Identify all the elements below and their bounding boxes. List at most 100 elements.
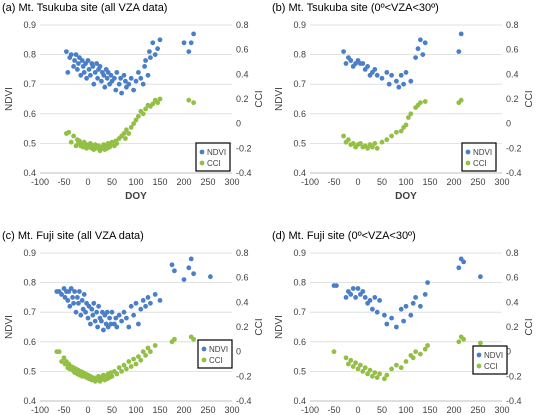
cci-point — [350, 141, 356, 146]
ndvi-point — [116, 81, 122, 87]
legend-ndvi-marker — [201, 346, 207, 352]
cci-point — [478, 340, 483, 346]
cci-point — [124, 366, 129, 372]
ndvi-point — [398, 306, 404, 312]
y2-tick-label: -0.4 — [506, 396, 522, 406]
ndvi-point — [191, 31, 197, 37]
ndvi-point — [155, 46, 161, 52]
ndvi-point — [372, 295, 378, 300]
ndvi-point — [374, 309, 380, 315]
ndvi-point — [126, 81, 132, 87]
y2-tick-label: 0 — [506, 119, 511, 129]
ndvi-point — [65, 70, 71, 75]
ndvi-point — [343, 295, 349, 300]
legend: NDVI CCI — [195, 142, 231, 172]
ndvi-point — [413, 295, 418, 300]
ndvi-point — [95, 75, 100, 81]
cci-point — [148, 349, 153, 355]
ndvi-point — [186, 265, 192, 271]
ndvi-point — [360, 289, 366, 294]
cci-point — [456, 339, 462, 345]
cci-point — [191, 336, 197, 342]
cci-point — [461, 336, 466, 342]
cci-point — [121, 362, 127, 368]
y2-tick-label: 0.8 — [236, 20, 249, 30]
cci-point — [136, 354, 141, 359]
x-tick-label: 250 — [470, 405, 485, 415]
ndvi-point — [116, 312, 122, 318]
ndvi-point — [131, 312, 137, 318]
cci-point — [341, 133, 346, 139]
ndvi-point — [121, 309, 127, 315]
y-tick-label: 0.8 — [23, 50, 36, 60]
y-tick-label: 0.5 — [23, 138, 36, 148]
y2-tick-label: 0.6 — [236, 45, 249, 55]
legend-ndvi-label: NDVI — [207, 148, 226, 157]
legend-cci-label: CCI — [207, 159, 221, 168]
ndvi-point — [128, 303, 134, 309]
chart-title: (a) Mt. Tsukuba site (all VZA data) — [2, 2, 167, 14]
y2-tick-label: 0.4 — [236, 69, 249, 79]
x-tick-label: 150 — [422, 177, 437, 187]
ndvi-point — [105, 324, 111, 330]
cci-point — [394, 129, 399, 135]
ndvi-point — [124, 315, 129, 321]
ndvi-point — [70, 295, 75, 300]
ndvi-point — [108, 72, 114, 78]
ndvi-point — [401, 81, 406, 87]
ndvi-point — [143, 58, 149, 63]
y-tick-label: 0.5 — [293, 138, 306, 148]
ndvi-point — [140, 81, 146, 87]
legend-box — [195, 142, 231, 172]
ndvi-point — [112, 75, 117, 81]
x-tick-label: -50 — [57, 405, 70, 415]
ndvi-point — [97, 64, 103, 69]
cci-point — [379, 139, 385, 145]
ndvi-point — [379, 75, 385, 81]
cci-point — [172, 336, 177, 342]
ndvi-point — [126, 324, 132, 330]
ndvi-point — [150, 40, 156, 46]
cci-point — [343, 355, 349, 361]
ndvi-point — [95, 324, 100, 330]
x-tick-label: 250 — [200, 405, 215, 415]
cci-point — [384, 372, 390, 378]
cci-point — [114, 141, 120, 146]
ndvi-point — [91, 300, 97, 306]
ndvi-point — [384, 321, 390, 327]
legend-ndvi-label: NDVI — [484, 351, 503, 360]
ndvi-point — [90, 64, 96, 69]
ndvi-point — [188, 40, 194, 46]
x-tick-label: 100 — [128, 405, 143, 415]
cci-point — [365, 145, 370, 151]
ndvi-point — [386, 81, 392, 87]
cci-point — [138, 357, 144, 363]
cci-point — [143, 353, 149, 358]
ndvi-point — [101, 327, 106, 333]
ndvi-point — [138, 75, 144, 81]
ndvi-point — [92, 318, 98, 324]
x-tick-label: 200 — [176, 405, 191, 415]
cci-point — [126, 359, 132, 364]
cci-point — [131, 356, 137, 362]
cci-point — [418, 100, 423, 106]
x-tick-label: -50 — [327, 177, 340, 187]
ndvi-point — [133, 300, 139, 306]
legend-box — [197, 339, 233, 369]
cci-point — [66, 129, 72, 135]
ndvi-point — [85, 315, 91, 321]
ndvi-point — [208, 274, 213, 280]
cci-point — [150, 101, 156, 107]
y-tick-label: 0.9 — [293, 20, 306, 30]
cci-point — [68, 139, 74, 145]
ndvi-point — [133, 78, 139, 84]
ndvi-point — [88, 72, 93, 78]
y-tick-label: 0.6 — [23, 337, 36, 347]
cci-point — [362, 365, 368, 371]
ndvi-point — [89, 306, 95, 312]
y-tick-label: 0.8 — [293, 278, 306, 288]
cci-point — [370, 144, 375, 150]
y2-tick-label: 0.4 — [236, 297, 249, 307]
ndvi-point — [334, 283, 339, 288]
y-tick-label: 0.7 — [23, 79, 36, 89]
